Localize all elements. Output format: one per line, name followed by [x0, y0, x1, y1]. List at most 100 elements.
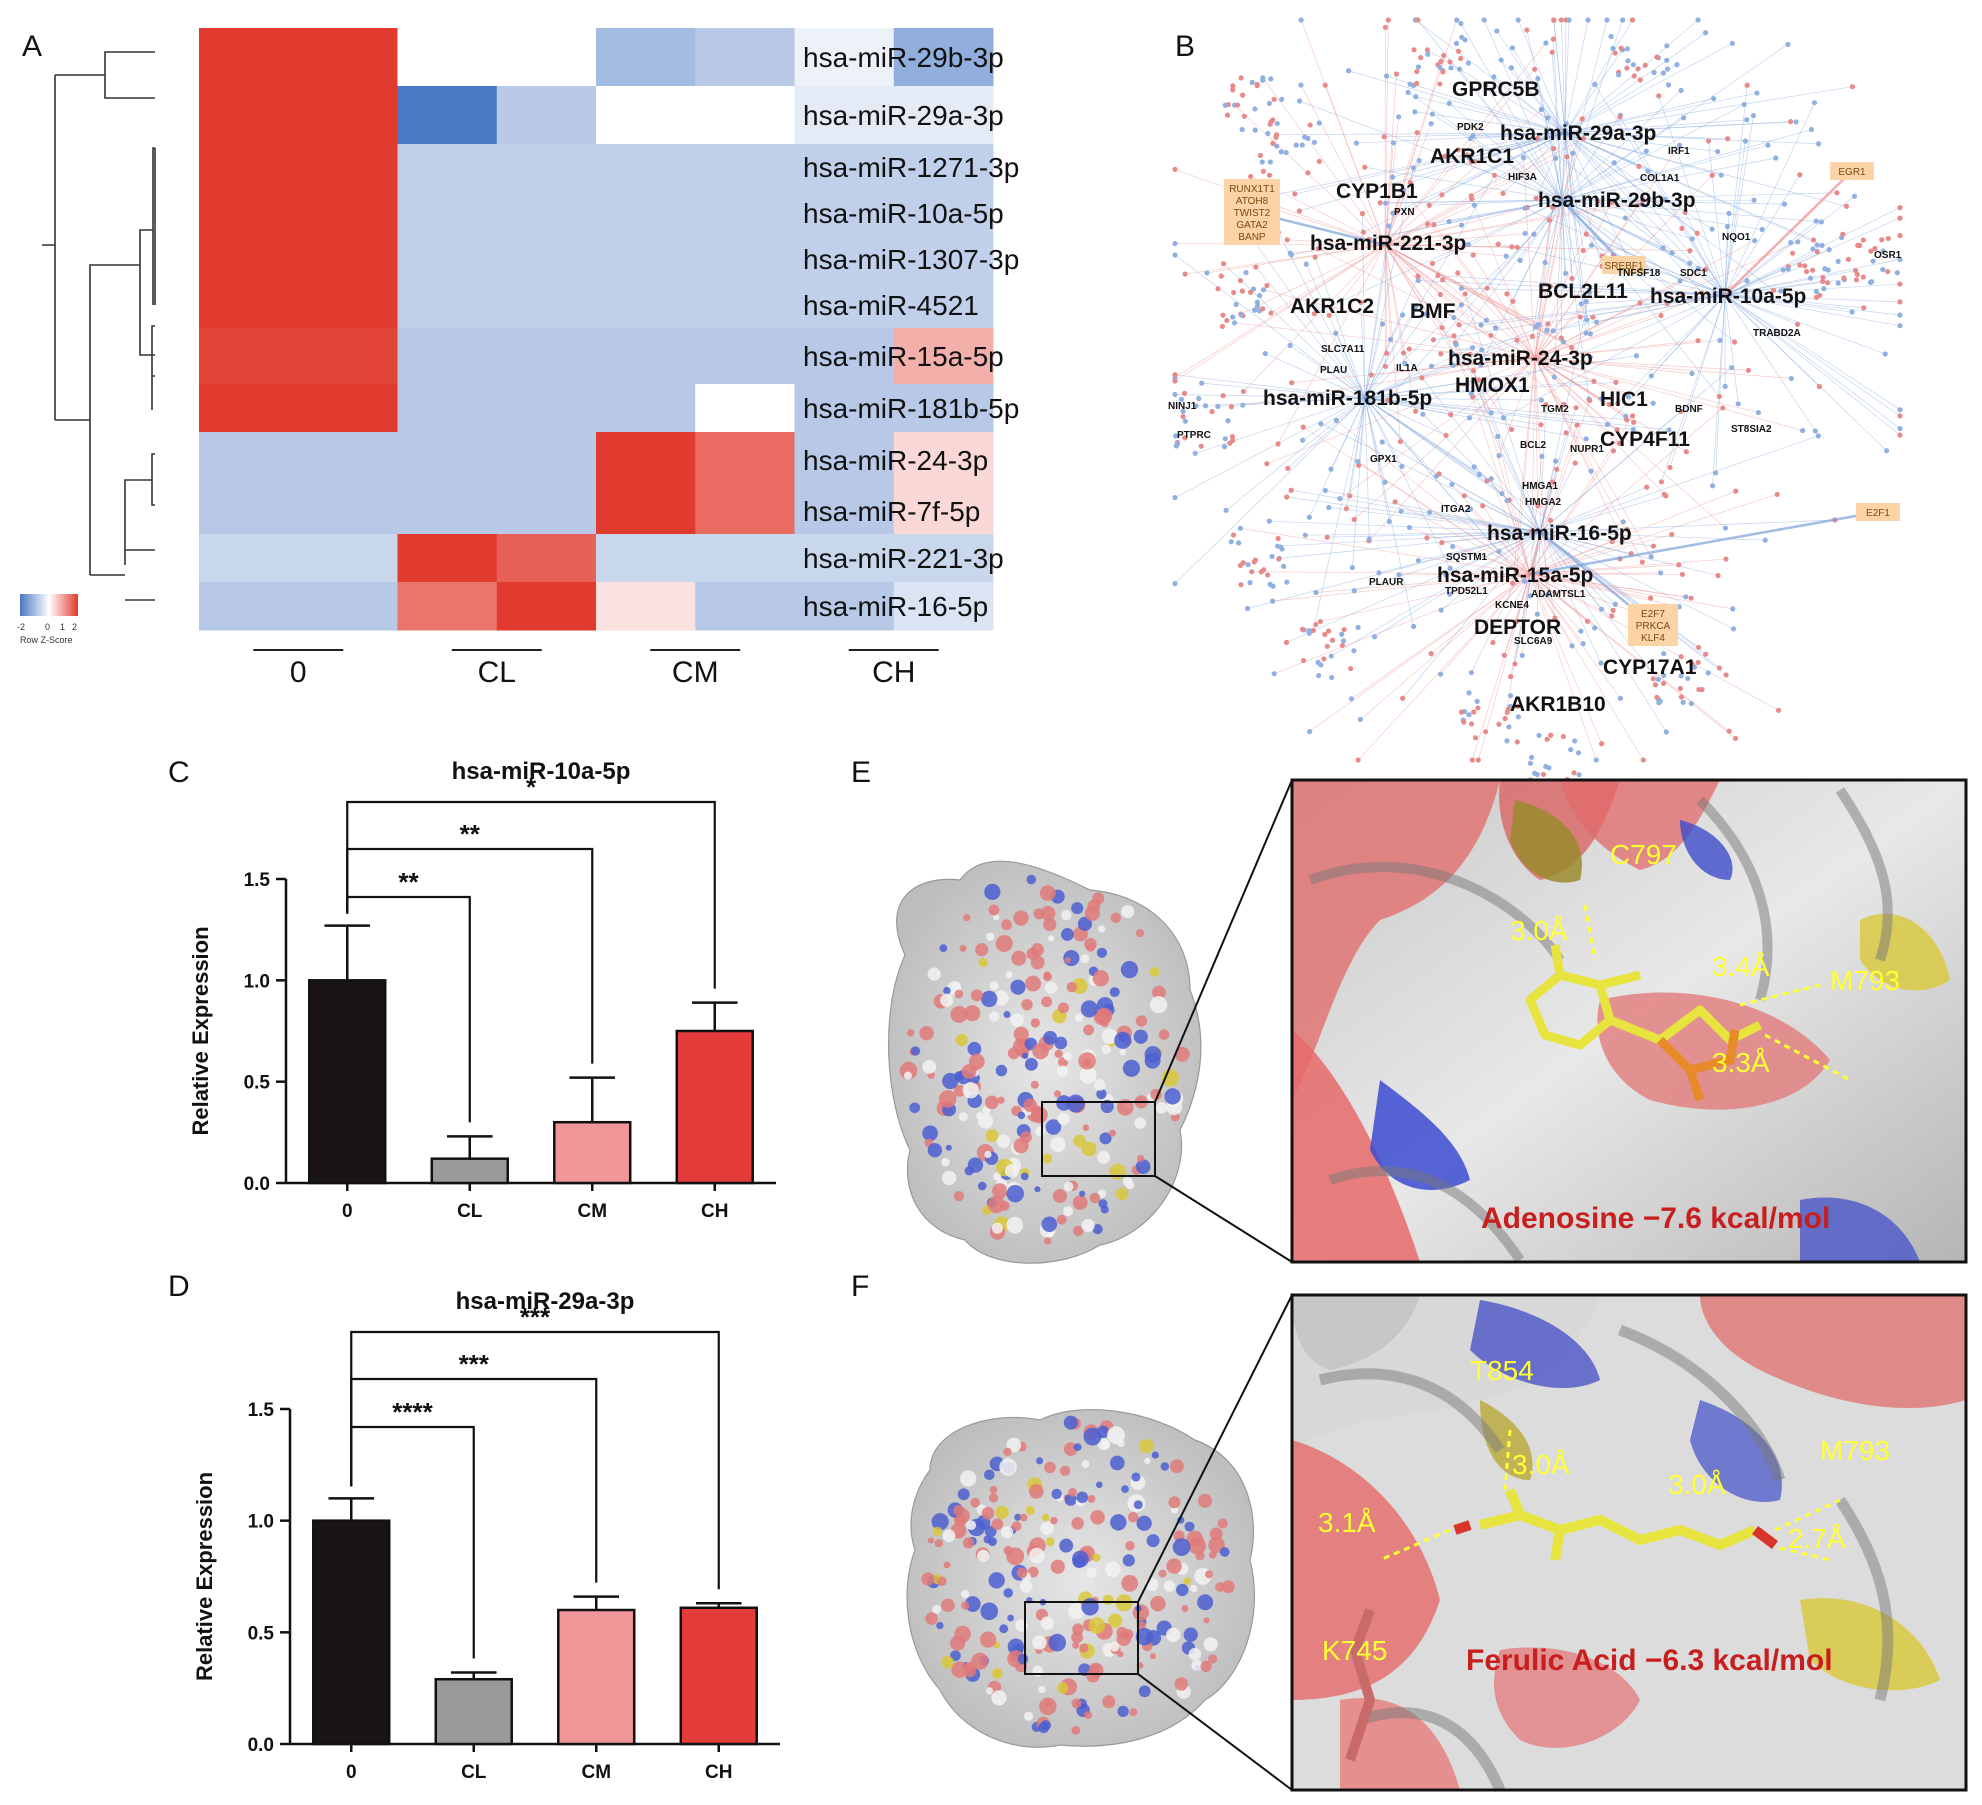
distance-f4: 2.7Å [1788, 1523, 1846, 1554]
network-node [1723, 556, 1729, 562]
heatmap-cell [695, 190, 795, 237]
network-edge [1581, 294, 1726, 305]
network-node [1818, 219, 1824, 225]
surface-atom [960, 1470, 977, 1487]
network-edge [1309, 397, 1366, 518]
network-node [1835, 258, 1841, 264]
surface-atom [977, 1181, 987, 1191]
heatmap-cell [298, 190, 398, 237]
network-small-gene-label: TPD52L1 [1445, 586, 1488, 597]
network-node [1322, 82, 1328, 88]
network-edge [1364, 323, 1383, 399]
network-edge [1363, 132, 1566, 233]
network-edge [1384, 244, 1406, 364]
network-node [1742, 138, 1749, 144]
network-node [1576, 772, 1582, 778]
network-edge [1594, 84, 1726, 296]
network-node [1296, 208, 1302, 214]
x-tick-label: CL [457, 1201, 483, 1222]
heatmap-cell [298, 86, 398, 145]
network-edge [1364, 397, 1480, 475]
network-node [1398, 508, 1404, 514]
network-node [1622, 215, 1629, 221]
surface-atom [989, 981, 999, 991]
network-edge [1352, 397, 1366, 568]
surface-atom [1190, 1584, 1198, 1593]
network-node [1172, 391, 1178, 398]
network-node [1456, 66, 1463, 72]
network-node [1814, 242, 1820, 248]
network-node [1240, 560, 1246, 566]
network-node [1774, 491, 1780, 498]
network-edge [1471, 573, 1531, 761]
network-node [1351, 588, 1357, 594]
network-edge [1354, 531, 1541, 592]
network-node [1612, 50, 1618, 56]
heatmap-cell [596, 488, 696, 535]
distance-f1: 3.0Å [1512, 1449, 1570, 1480]
surface-atom [1025, 1505, 1035, 1515]
network-node [1437, 64, 1443, 70]
network-gene-label: BMF [1410, 300, 1456, 323]
surface-atom [982, 1106, 991, 1115]
surface-atom [989, 1011, 1000, 1022]
network-edge [1449, 103, 1563, 201]
network-edge [1291, 489, 1541, 533]
surface-atom [1072, 1195, 1088, 1211]
network-edge [1724, 294, 1798, 325]
heatmap-cell [298, 582, 398, 631]
surface-atom [1006, 1185, 1024, 1203]
network-node [1196, 395, 1202, 402]
heatmap-cell [893, 236, 994, 283]
network-node [1618, 45, 1624, 51]
network-node [1729, 364, 1735, 371]
network-node [1351, 516, 1357, 523]
surface-atom [1097, 1150, 1111, 1164]
network-node [1229, 434, 1236, 440]
network-edge [1429, 512, 1541, 533]
network-node [1471, 202, 1477, 208]
network-node [1471, 709, 1477, 715]
network-node [1702, 30, 1709, 36]
x-tick-label: CM [577, 1201, 607, 1222]
network-node [1696, 686, 1702, 693]
network-node [1552, 615, 1558, 621]
network-node [1507, 693, 1514, 699]
network-edge [1262, 77, 1386, 246]
network-node [1703, 651, 1709, 657]
network-node [1589, 242, 1595, 248]
network-node [1608, 33, 1614, 40]
surface-atom [942, 1072, 959, 1090]
heatmap-cell [199, 328, 299, 385]
network-node [1382, 200, 1389, 206]
significance-label: ** [398, 867, 419, 897]
network-edge [1364, 233, 1535, 399]
network-node [1315, 246, 1321, 252]
network-node [1389, 174, 1396, 180]
network-node [1491, 74, 1497, 80]
network-node [1775, 707, 1782, 713]
network-edge [1384, 244, 1507, 257]
network-edge [1279, 531, 1541, 559]
network-node [1339, 631, 1345, 637]
bar-0 [312, 1519, 391, 1746]
network-edge [1449, 199, 1563, 222]
svg-text:1: 1 [60, 622, 65, 632]
network-edge [1529, 573, 1692, 599]
network-edge [1472, 294, 1726, 398]
surface-atom [1042, 1153, 1053, 1164]
heatmap-cell [893, 582, 994, 631]
network-node [1172, 252, 1178, 258]
network-edge [1360, 302, 1366, 399]
heatmap-cell [397, 384, 498, 433]
tf-box [1856, 503, 1900, 521]
network-node [1678, 673, 1684, 679]
network-node [1508, 674, 1514, 680]
network-edge [1529, 573, 1582, 632]
protein-surface-e [887, 860, 1202, 1264]
surface-atom [934, 1539, 943, 1548]
network-edge [1451, 484, 1531, 575]
network-edge [1561, 199, 1591, 334]
surface-atom [1066, 981, 1077, 993]
surface-atom [1149, 996, 1168, 1014]
